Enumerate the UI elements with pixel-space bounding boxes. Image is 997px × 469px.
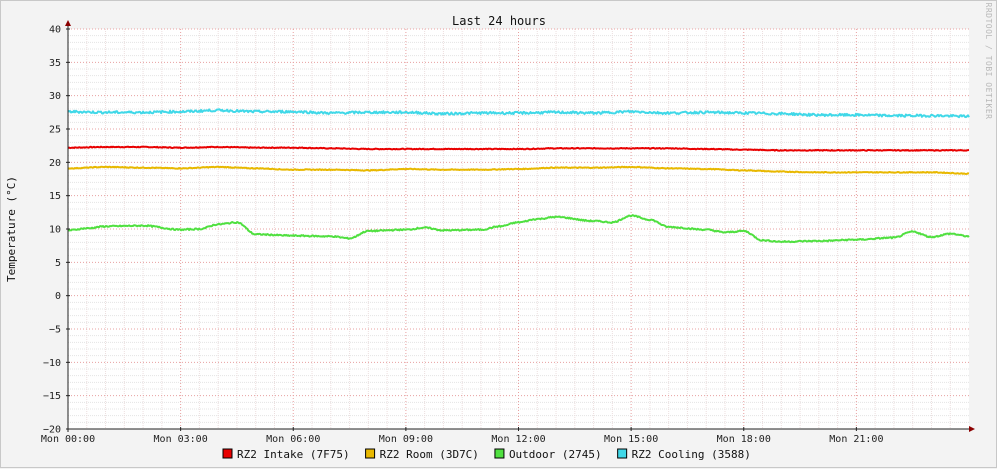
legend-label-0: RZ2 Intake (7F75) (237, 448, 350, 461)
y-tick-label: 20 (49, 158, 61, 169)
legend-swatch-1 (365, 448, 376, 459)
axes (65, 20, 975, 432)
chart-title: Last 24 hours (452, 14, 546, 28)
y-tick-label: −20 (43, 425, 61, 436)
major-grid (67, 28, 969, 430)
rrdtool-watermark: RRDTOOL / TOBI OETIKER (984, 3, 993, 120)
y-tick-label: −10 (43, 358, 61, 369)
x-tick-label: Mon 18:00 (717, 434, 771, 445)
legend-label-3: RZ2 Cooling (3588) (632, 448, 751, 461)
legend-swatch-0 (222, 448, 233, 459)
x-tick-labels: Mon 00:00 Mon 03:00 Mon 06:00 Mon 09:00 Mon … (41, 434, 884, 445)
legend-label-2: Outdoor (2745) (509, 448, 602, 461)
y-tick-label: 35 (49, 58, 61, 69)
y-tick-label: −15 (43, 391, 61, 402)
y-tick-label: 25 (49, 125, 61, 136)
series-line-1 (67, 165, 970, 175)
series-layer (67, 108, 970, 244)
x-tick-label: Mon 21:00 (829, 434, 883, 445)
y-tick-label: −5 (49, 325, 61, 336)
x-tick-label: Mon 00:00 (41, 434, 95, 445)
x-axis-arrow (969, 426, 975, 432)
series-line-3 (67, 108, 970, 119)
x-tick-label: Mon 09:00 (379, 434, 433, 445)
y-axis-label: Temperature (°C) (5, 176, 18, 282)
x-tick-label: Mon 15:00 (604, 434, 658, 445)
y-tick-label: 15 (49, 191, 61, 202)
y-tick-labels: 40 35 30 25 20 15 10 5 0 −5 −10 −15 −20 (43, 25, 61, 436)
legend-swatch-2 (494, 448, 505, 459)
y-tick-label: 10 (49, 225, 61, 236)
series-line-0 (67, 145, 970, 152)
legend-swatch-3 (617, 448, 628, 459)
y-tick-label: 30 (49, 91, 61, 102)
series-line-2 (67, 214, 970, 244)
y-axis-arrow (65, 20, 71, 26)
x-tick-label: Mon 12:00 (491, 434, 545, 445)
legend-label-1: RZ2 Room (3D7C) (380, 448, 479, 461)
legend: RZ2 Intake (7F75) RZ2 Room (3D7C) Outdoor … (222, 448, 751, 461)
x-tick-label: Mon 03:00 (154, 434, 208, 445)
y-tick-label: 40 (49, 25, 61, 36)
x-tick-label: Mon 06:00 (266, 434, 320, 445)
y-tick-label: 0 (55, 291, 61, 302)
y-tick-label: 5 (55, 258, 61, 269)
